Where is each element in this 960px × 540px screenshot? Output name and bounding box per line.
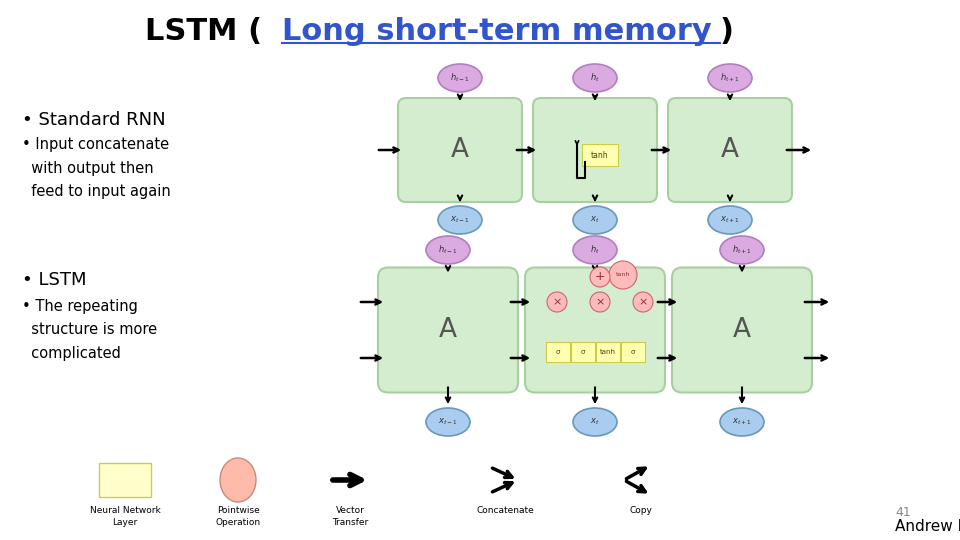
FancyBboxPatch shape xyxy=(525,267,665,393)
Bar xyxy=(99,463,151,497)
Text: Long short-term memory: Long short-term memory xyxy=(282,17,711,46)
FancyBboxPatch shape xyxy=(378,267,518,393)
Text: $x_t$: $x_t$ xyxy=(590,417,600,427)
Text: 41: 41 xyxy=(895,505,911,518)
Bar xyxy=(596,342,620,362)
Text: Andrew Ng: Andrew Ng xyxy=(895,518,960,534)
Text: σ: σ xyxy=(581,349,586,355)
Ellipse shape xyxy=(438,64,482,92)
Text: Vector
Transfer: Vector Transfer xyxy=(332,506,368,527)
Ellipse shape xyxy=(426,408,470,436)
Text: Copy: Copy xyxy=(630,506,653,515)
Text: $x_{t+1}$: $x_{t+1}$ xyxy=(720,215,740,225)
Ellipse shape xyxy=(573,206,617,234)
Ellipse shape xyxy=(633,292,653,312)
Text: +: + xyxy=(594,271,606,284)
Text: $x_t$: $x_t$ xyxy=(590,215,600,225)
Ellipse shape xyxy=(609,261,637,289)
Text: $h_t$: $h_t$ xyxy=(590,72,600,84)
Text: ): ) xyxy=(720,17,734,46)
FancyBboxPatch shape xyxy=(533,98,657,202)
Text: $x_{t+1}$: $x_{t+1}$ xyxy=(732,417,752,427)
FancyBboxPatch shape xyxy=(398,98,522,202)
Ellipse shape xyxy=(590,292,610,312)
Ellipse shape xyxy=(720,236,764,264)
Ellipse shape xyxy=(426,236,470,264)
Ellipse shape xyxy=(547,292,567,312)
Ellipse shape xyxy=(220,458,256,502)
Text: A: A xyxy=(721,137,739,163)
Text: Concatenate: Concatenate xyxy=(476,506,534,515)
Ellipse shape xyxy=(720,408,764,436)
Text: A: A xyxy=(451,137,469,163)
Text: $x_{t-1}$: $x_{t-1}$ xyxy=(438,417,458,427)
Text: ×: × xyxy=(595,297,605,307)
Text: $h_{t-1}$: $h_{t-1}$ xyxy=(438,244,458,256)
Text: A: A xyxy=(439,317,457,343)
Text: $h_{t+1}$: $h_{t+1}$ xyxy=(720,72,740,84)
Text: $h_{t+1}$: $h_{t+1}$ xyxy=(732,244,752,256)
Text: ×: × xyxy=(552,297,562,307)
FancyBboxPatch shape xyxy=(672,267,812,393)
Ellipse shape xyxy=(438,206,482,234)
Text: • Input concatenate
  with output then
  feed to input again: • Input concatenate with output then fee… xyxy=(22,137,171,199)
Bar xyxy=(546,342,570,362)
Text: Pointwise
Operation: Pointwise Operation xyxy=(215,506,260,527)
Ellipse shape xyxy=(708,64,752,92)
Bar xyxy=(621,342,645,362)
Text: tanh: tanh xyxy=(600,349,616,355)
Text: $h_{t-1}$: $h_{t-1}$ xyxy=(450,72,470,84)
Text: $x_{t-1}$: $x_{t-1}$ xyxy=(450,215,469,225)
Ellipse shape xyxy=(573,408,617,436)
Text: • LSTM: • LSTM xyxy=(22,271,86,289)
Bar xyxy=(571,342,595,362)
FancyBboxPatch shape xyxy=(668,98,792,202)
Text: σ: σ xyxy=(631,349,636,355)
Text: • Standard RNN: • Standard RNN xyxy=(22,111,166,129)
Text: Neural Network
Layer: Neural Network Layer xyxy=(89,506,160,527)
Text: LSTM (: LSTM ( xyxy=(145,17,262,46)
Text: $h_t$: $h_t$ xyxy=(590,244,600,256)
Text: tanh: tanh xyxy=(591,151,609,159)
Text: A: A xyxy=(733,317,751,343)
Text: tanh: tanh xyxy=(615,273,630,278)
Ellipse shape xyxy=(708,206,752,234)
Ellipse shape xyxy=(573,236,617,264)
Bar xyxy=(582,144,618,166)
Text: ×: × xyxy=(638,297,648,307)
Ellipse shape xyxy=(573,64,617,92)
Text: σ: σ xyxy=(556,349,561,355)
Text: • The repeating
  structure is more
  complicated: • The repeating structure is more compli… xyxy=(22,299,157,361)
Ellipse shape xyxy=(590,267,610,287)
